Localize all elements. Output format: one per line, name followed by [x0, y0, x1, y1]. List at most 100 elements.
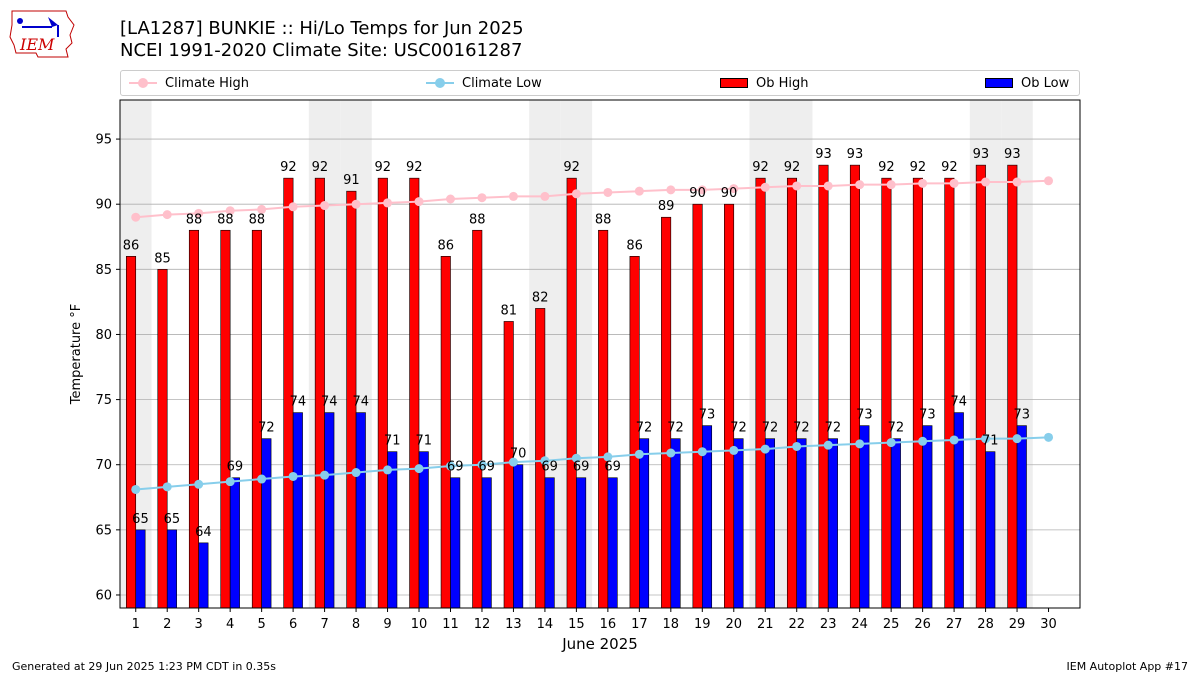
- ob-high-label: 92: [910, 160, 927, 175]
- x-tick-label: 28: [977, 617, 994, 632]
- x-tick-label: 19: [694, 617, 711, 632]
- climate-high-point: [383, 198, 393, 208]
- x-tick-label: 27: [946, 617, 963, 632]
- y-tick-label: 85: [95, 263, 112, 278]
- climate-high-point: [886, 180, 896, 190]
- climate-high-point: [351, 199, 361, 209]
- ob-high-label: 86: [437, 238, 454, 253]
- ob-high-bar: [598, 229, 609, 609]
- ob-high-label: 88: [595, 212, 612, 227]
- ob-low-bar: [418, 451, 429, 609]
- x-tick-label: 26: [914, 617, 931, 632]
- x-tick-label: 15: [568, 617, 585, 632]
- x-tick-label: 7: [320, 617, 328, 632]
- climate-high-point: [697, 185, 707, 195]
- ob-low-label: 69: [604, 460, 621, 475]
- legend-ob-low-swatch: [985, 78, 1013, 88]
- ob-high-bar: [440, 256, 451, 609]
- ob-high-label: 93: [1004, 147, 1021, 162]
- ob-low-bar: [166, 529, 177, 609]
- climate-high-point: [729, 184, 739, 194]
- ob-low-label: 72: [730, 421, 747, 436]
- legend-ob-low-label: Ob Low: [1021, 75, 1070, 91]
- ob-low-bar: [261, 438, 272, 609]
- ob-high-label: 88: [469, 212, 486, 227]
- climate-low-point: [697, 447, 707, 457]
- ob-high-bar: [220, 229, 231, 609]
- ob-low-bar: [890, 438, 901, 609]
- y-tick-label: 75: [95, 393, 112, 408]
- climate-high-point: [414, 197, 424, 207]
- ob-low-label: 72: [825, 421, 842, 436]
- ob-low-label: 73: [919, 408, 936, 423]
- chart-title-block: [LA1287] BUNKIE :: Hi/Lo Temps for Jun 2…: [120, 18, 524, 62]
- climate-high-point: [477, 193, 487, 203]
- ob-low-bar: [387, 451, 398, 609]
- climate-low-point: [886, 438, 896, 448]
- climate-low-point: [981, 434, 991, 444]
- ob-high-bar: [188, 229, 199, 609]
- climate-high-point: [981, 177, 991, 187]
- climate-low-point: [508, 457, 518, 467]
- ob-high-bar: [125, 256, 137, 609]
- legend-climate-low-label: Climate Low: [462, 75, 542, 91]
- climate-high-point: [1044, 176, 1054, 186]
- climate-low-point: [131, 484, 141, 494]
- ob-high-bar: [566, 177, 577, 609]
- climate-high-point: [1012, 177, 1022, 187]
- x-tick-label: 12: [474, 617, 491, 632]
- climate-high-point: [320, 201, 330, 211]
- climate-low-point: [760, 444, 770, 454]
- climate-high-point: [131, 212, 141, 222]
- chart-title: [LA1287] BUNKIE :: Hi/Lo Temps for Jun 2…: [120, 18, 524, 39]
- climate-low-point: [257, 474, 267, 484]
- legend-climate-high: Climate High: [129, 71, 249, 95]
- ob-high-label: 89: [658, 199, 675, 214]
- ob-low-label: 72: [667, 421, 684, 436]
- ob-high-label: 92: [280, 160, 297, 175]
- ob-high-label: 93: [973, 147, 990, 162]
- ob-high-bar: [377, 177, 388, 609]
- ob-high-label: 82: [532, 290, 549, 305]
- x-tick-label: 30: [1040, 617, 1057, 632]
- climate-high-point: [792, 181, 802, 191]
- ob-low-label: 70: [510, 447, 527, 462]
- climate-low-point: [729, 445, 739, 455]
- climate-high-point: [666, 185, 676, 195]
- ob-high-bar: [692, 203, 703, 609]
- ob-low-label: 71: [982, 434, 999, 449]
- ob-low-bar: [733, 438, 744, 609]
- ob-low-bar: [796, 438, 807, 609]
- ob-low-bar: [827, 438, 838, 609]
- ob-high-label: 85: [154, 251, 171, 266]
- climate-high-point: [194, 208, 204, 218]
- x-tick-label: 24: [851, 617, 868, 632]
- climate-low-point: [855, 439, 865, 449]
- ob-low-bar: [764, 438, 775, 609]
- x-tick-label: 16: [600, 617, 617, 632]
- x-tick-label: 1: [132, 617, 140, 632]
- x-tick-label: 4: [226, 617, 234, 632]
- x-tick-label: 20: [725, 617, 742, 632]
- ob-low-label: 72: [762, 421, 779, 436]
- ob-low-bar: [198, 542, 209, 609]
- ob-high-bar: [1007, 164, 1018, 609]
- ob-low-label: 72: [636, 421, 653, 436]
- x-tick-label: 2: [163, 617, 171, 632]
- climate-high-point: [949, 178, 959, 188]
- ob-high-bar: [314, 177, 325, 609]
- y-tick-label: 60: [95, 588, 112, 603]
- ob-low-bar: [544, 477, 555, 609]
- climate-high-point: [918, 178, 928, 188]
- ob-high-label: 92: [941, 160, 958, 175]
- ob-high-label: 92: [406, 160, 423, 175]
- ob-low-label: 69: [573, 460, 590, 475]
- ob-high-label: 88: [217, 212, 234, 227]
- climate-high-point: [760, 182, 770, 192]
- legend-ob-high-label: Ob High: [756, 75, 809, 91]
- logo-text: IEM: [19, 35, 55, 54]
- chart-legend: Climate High Climate Low Ob High Ob Low: [120, 70, 1080, 96]
- y-tick-label: 65: [95, 523, 112, 538]
- y-tick-label: 90: [95, 198, 112, 213]
- climate-high-point: [603, 187, 613, 197]
